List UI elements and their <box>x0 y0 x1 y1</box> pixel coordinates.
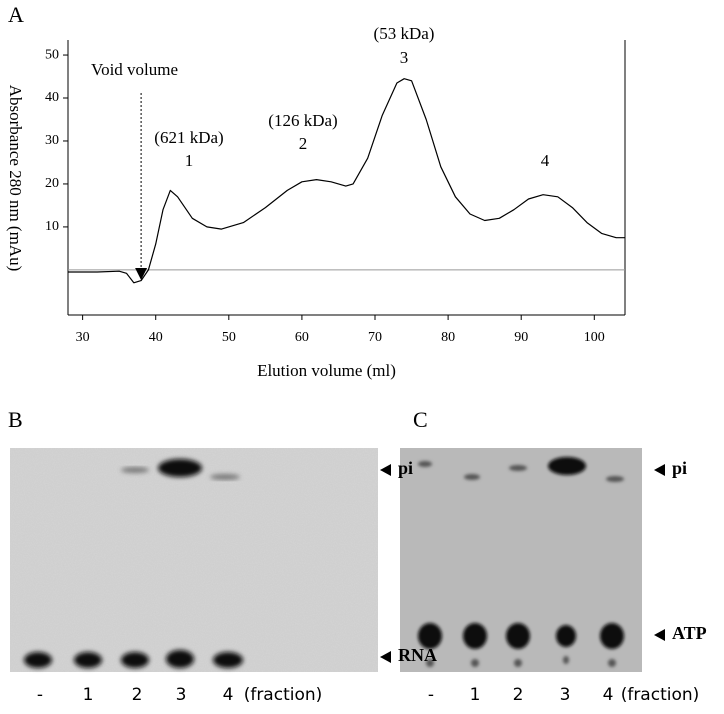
lane-label: 4 <box>223 685 234 705</box>
peak-number: 1 <box>185 151 194 170</box>
peak-mass: (621 kDa) <box>154 128 223 147</box>
void-arrowhead <box>135 268 148 280</box>
lane-label: 4 <box>603 685 614 705</box>
x-tick-label: 80 <box>441 330 455 345</box>
y-tick-label: 50 <box>45 47 59 62</box>
lane-note: (fraction) <box>244 685 323 705</box>
band-label: pi <box>398 458 413 478</box>
lane-label: 3 <box>560 685 571 705</box>
panel-letter: B <box>8 407 23 432</box>
y-tick-label: 30 <box>45 133 59 148</box>
x-tick-label: 90 <box>514 330 528 345</box>
panel-letter: A <box>8 2 24 27</box>
elution-curve <box>68 78 625 284</box>
peak-number: 2 <box>299 134 308 153</box>
y-tick-label: 20 <box>45 176 59 191</box>
band-pointer <box>380 464 391 476</box>
lane-label: - <box>37 685 43 705</box>
peak-mass: (53 kDa) <box>374 24 435 43</box>
x-tick-label: 100 <box>584 330 605 345</box>
x-tick-label: 40 <box>149 330 163 345</box>
lane-label: 3 <box>176 685 187 705</box>
peak-number: 3 <box>400 48 409 67</box>
y-tick-label: 40 <box>45 90 59 105</box>
x-tick-label: 50 <box>222 330 236 345</box>
gel-b <box>10 448 378 672</box>
x-tick-label: 60 <box>295 330 309 345</box>
lane-label: 1 <box>83 685 94 705</box>
x-tick-label: 70 <box>368 330 382 345</box>
lane-label: - <box>428 685 434 705</box>
lane-label: 1 <box>470 685 481 705</box>
x-tick-label: 30 <box>76 330 90 345</box>
band-pointer <box>380 651 391 663</box>
lane-note: (fraction) <box>621 685 700 705</box>
peak-number: 4 <box>541 151 550 170</box>
x-axis-label: Elution volume (ml) <box>257 361 396 380</box>
y-tick-label: 10 <box>45 219 59 234</box>
peak-mass: (126 kDa) <box>268 111 337 130</box>
y-axis-label: Absorbance 280 nm (mAu) <box>6 85 25 272</box>
band-label: ATP <box>672 623 707 643</box>
lane-label: 2 <box>513 685 524 705</box>
panel-letter: C <box>413 407 428 432</box>
band-pointer <box>654 629 665 641</box>
band-pointer <box>654 464 665 476</box>
void-label: Void volume <box>91 60 178 79</box>
band-label: RNA <box>398 645 437 665</box>
gel-c <box>400 448 642 672</box>
lane-label: 2 <box>132 685 143 705</box>
band-label: pi <box>672 458 687 478</box>
